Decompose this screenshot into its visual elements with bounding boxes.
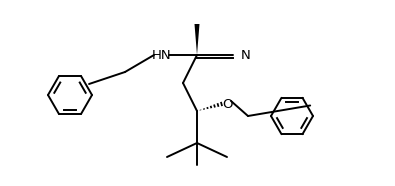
Polygon shape (194, 24, 199, 55)
Text: HN: HN (152, 49, 172, 62)
Text: O: O (222, 97, 232, 110)
Text: N: N (241, 49, 251, 62)
